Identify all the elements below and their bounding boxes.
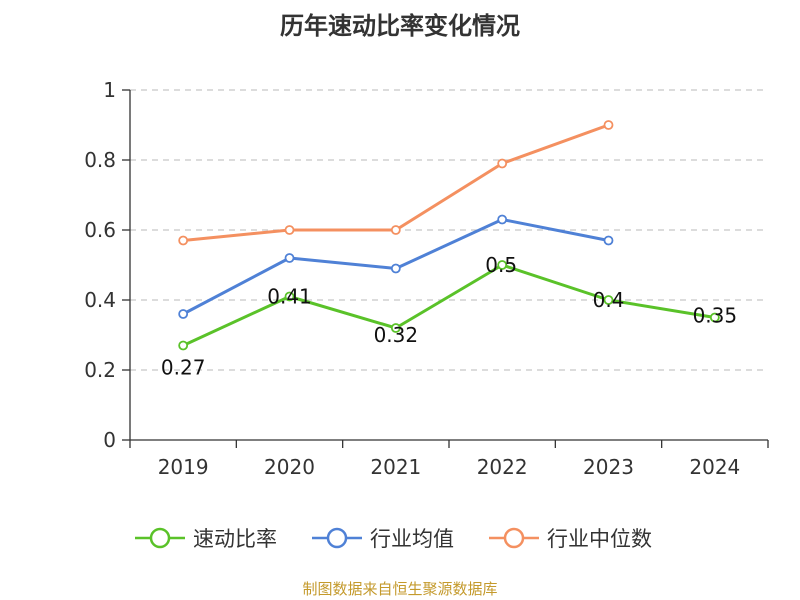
chart-title: 历年速动比率变化情况 <box>280 12 520 40</box>
data-point[interactable] <box>497 158 508 169</box>
legend-item-industry-mean[interactable]: 行业均值 <box>312 520 454 556</box>
y-tick-label: 1 <box>103 78 116 102</box>
x-tick-label: 2019 <box>158 455 209 479</box>
data-label: 0.27 <box>161 356 206 380</box>
y-tick-label: 0 <box>103 428 116 452</box>
data-point[interactable] <box>390 323 401 333</box>
x-tick-label: 2020 <box>264 455 315 479</box>
data-point[interactable] <box>497 260 508 270</box>
series-line <box>183 123 610 242</box>
data-point[interactable] <box>178 235 189 246</box>
y-tick-label: 0.8 <box>84 148 116 172</box>
data-point[interactable] <box>284 253 295 263</box>
legend-marker-industry-mean-icon <box>312 527 362 549</box>
x-tick-label: 2024 <box>689 455 740 479</box>
legend: 速动比率 行业均值 行业中位数 <box>0 520 800 556</box>
data-point[interactable] <box>284 291 295 302</box>
x-tick-label: 2021 <box>370 455 421 479</box>
y-tick-label: 0.2 <box>84 358 116 382</box>
data-label: 0.4 <box>593 288 625 312</box>
legend-item-quick-ratio[interactable]: 速动比率 <box>135 520 277 556</box>
data-point[interactable] <box>178 309 189 319</box>
data-point[interactable] <box>709 312 720 323</box>
data-point[interactable] <box>497 214 508 225</box>
data-point[interactable] <box>178 340 189 351</box>
data-label: 0.35 <box>693 304 738 328</box>
legend-label: 行业中位数 <box>547 527 652 551</box>
data-label: 0.32 <box>374 323 419 347</box>
data-point[interactable] <box>603 295 614 305</box>
data-point[interactable] <box>603 235 614 246</box>
series-line <box>182 263 716 347</box>
data-label: 0.41 <box>267 285 312 309</box>
data-point[interactable] <box>603 120 614 130</box>
legend-label: 速动比率 <box>193 527 277 551</box>
x-tick-label: 2023 <box>583 455 634 479</box>
legend-label: 行业均值 <box>370 527 454 551</box>
data-point[interactable] <box>390 263 401 274</box>
data-point[interactable] <box>390 225 401 235</box>
legend-item-industry-median[interactable]: 行业中位数 <box>489 520 652 556</box>
source-note: 制图数据来自恒生聚源数据库 <box>302 580 498 598</box>
data-point[interactable] <box>284 225 295 235</box>
legend-marker-quick-ratio-icon <box>135 527 185 549</box>
x-tick-label: 2022 <box>477 455 528 479</box>
y-tick-label: 0.4 <box>84 288 116 312</box>
legend-marker-industry-median-icon <box>489 527 539 549</box>
data-label: 0.5 <box>485 253 517 277</box>
y-tick-label: 0.6 <box>84 218 116 242</box>
